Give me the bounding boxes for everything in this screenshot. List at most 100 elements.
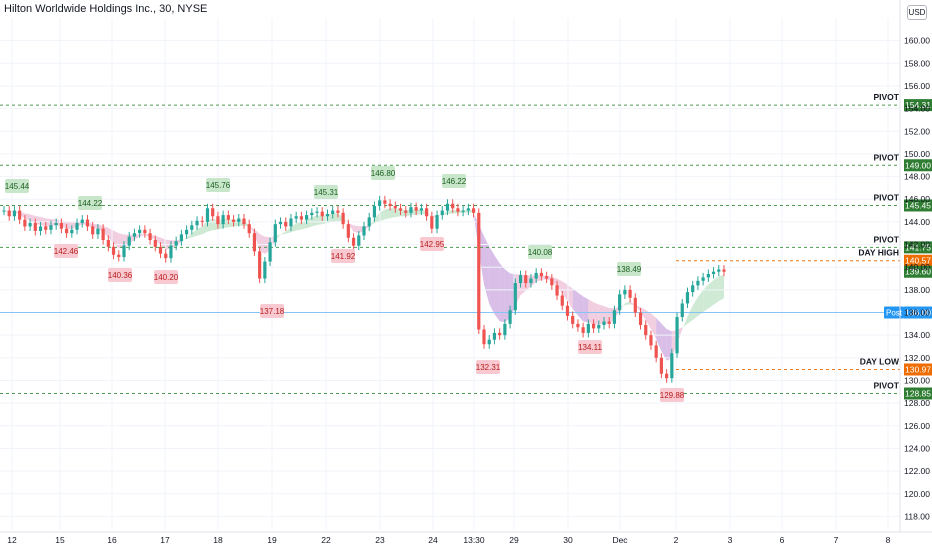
ma-band-segment bbox=[353, 225, 359, 234]
level-name-label: PIVOT bbox=[873, 192, 899, 202]
ma-band-segment bbox=[504, 269, 511, 323]
candle-body bbox=[545, 276, 549, 279]
candle-body bbox=[7, 210, 11, 217]
candle-body bbox=[169, 245, 173, 259]
x-tick-label: 24 bbox=[428, 535, 438, 545]
ma-band-segment bbox=[390, 208, 396, 219]
candle-body bbox=[331, 210, 335, 214]
x-tick-label: 30 bbox=[563, 535, 573, 545]
swing-high-label: 144.22 bbox=[78, 199, 103, 208]
ma-band-segment bbox=[630, 301, 636, 306]
candle-body bbox=[70, 229, 74, 234]
candle-body bbox=[148, 233, 152, 241]
level-name-label: DAY LOW bbox=[860, 356, 900, 366]
candle-body bbox=[23, 219, 27, 227]
ma-band-segment bbox=[155, 235, 161, 246]
candle-body bbox=[691, 285, 695, 293]
candle-body bbox=[258, 251, 262, 279]
x-tick-label: 17 bbox=[160, 535, 170, 545]
candle-body bbox=[670, 353, 674, 379]
candle-body bbox=[482, 329, 486, 345]
ma-band-segment bbox=[186, 233, 192, 239]
price-tag-bg bbox=[904, 159, 932, 172]
price-tag-bg bbox=[904, 199, 932, 212]
candle-body bbox=[351, 237, 356, 246]
ma-band-segment bbox=[708, 280, 714, 309]
y-tick-label: 146.00 bbox=[904, 194, 930, 204]
candle-body bbox=[221, 215, 225, 225]
ma-band-segment bbox=[484, 236, 490, 304]
swing-low-bg bbox=[578, 340, 602, 354]
price-axis: 118.00 120.00 122.00 124.00 126.00 128.00 130.… bbox=[899, 0, 930, 532]
level-name-label: PIVOT bbox=[873, 92, 899, 102]
candle-body bbox=[649, 335, 653, 346]
candle-body bbox=[372, 206, 377, 218]
price-tag-label: 130.97 bbox=[905, 364, 931, 374]
swing-low-label: 132.31 bbox=[476, 363, 501, 372]
candle-body bbox=[101, 228, 105, 241]
candle-body bbox=[190, 225, 194, 230]
candle-body bbox=[341, 212, 345, 225]
y-tick-label: 160.00 bbox=[904, 36, 930, 46]
y-tick-label: 154.00 bbox=[904, 104, 930, 114]
candle-body bbox=[153, 240, 157, 247]
swing-low-bg bbox=[260, 304, 284, 318]
candle-body bbox=[508, 310, 512, 324]
level-name-label: PIVOT bbox=[873, 152, 899, 162]
candle-body bbox=[539, 272, 543, 277]
swing-low-bg bbox=[476, 360, 500, 374]
x-tick-label: 8 bbox=[886, 535, 891, 545]
ma-band-segment bbox=[379, 209, 385, 222]
candle-body bbox=[706, 274, 710, 278]
ma-band-segment bbox=[301, 219, 307, 230]
candle-body bbox=[430, 216, 434, 229]
swing-low-label: 141.92 bbox=[331, 252, 356, 261]
candle-body bbox=[565, 305, 570, 316]
candle-body bbox=[581, 327, 585, 333]
ma-band-segment bbox=[619, 303, 625, 311]
candle-body bbox=[518, 275, 523, 284]
candle-body bbox=[216, 216, 220, 225]
candle-body bbox=[242, 218, 246, 225]
candle-body bbox=[367, 217, 371, 227]
swing-low-bg bbox=[331, 249, 355, 263]
candle-body bbox=[492, 332, 497, 340]
candlesticks bbox=[2, 195, 726, 383]
candle-body bbox=[675, 317, 679, 354]
candle-body bbox=[550, 278, 554, 286]
time-axis: 12 15 16 17 18 19 22 23 24 13:30 29 30 Dec 2 3 6 7 8 bbox=[0, 531, 932, 545]
candle-body bbox=[633, 297, 637, 313]
x-tick-label: 19 bbox=[267, 535, 277, 545]
candle-body bbox=[54, 223, 58, 226]
currency-selector[interactable]: USD bbox=[907, 5, 927, 20]
y-tick-label: 156.00 bbox=[904, 81, 930, 91]
swing-high-bg bbox=[371, 166, 395, 180]
y-tick-label: 134.00 bbox=[904, 330, 930, 340]
candle-body bbox=[106, 240, 110, 247]
ma-band-segment bbox=[322, 215, 328, 225]
candle-body bbox=[576, 323, 580, 328]
x-tick-label: 22 bbox=[321, 535, 331, 545]
price-tag-bg bbox=[904, 265, 932, 278]
post-tag-bg bbox=[884, 306, 904, 319]
candle-body bbox=[612, 310, 617, 324]
level-name-label: PIVOT bbox=[873, 381, 899, 391]
y-tick-label: 126.00 bbox=[904, 421, 930, 431]
candle-body bbox=[461, 210, 465, 212]
candle-body bbox=[132, 233, 137, 237]
swing-low-label: 140.36 bbox=[108, 271, 133, 280]
y-tick-label: 124.00 bbox=[904, 443, 930, 453]
candle-body bbox=[122, 245, 126, 258]
candle-body bbox=[591, 323, 596, 329]
ma-band-segment bbox=[24, 213, 31, 221]
price-tag-bg bbox=[904, 306, 932, 319]
candle-body bbox=[205, 208, 210, 222]
candle-body bbox=[602, 321, 606, 325]
x-tick-label: 2 bbox=[674, 535, 679, 545]
ma-band-segment bbox=[290, 223, 297, 233]
candle-body bbox=[696, 280, 700, 286]
candle-body bbox=[273, 224, 277, 243]
candle-body bbox=[268, 242, 272, 262]
ma-band-segment bbox=[332, 213, 338, 222]
